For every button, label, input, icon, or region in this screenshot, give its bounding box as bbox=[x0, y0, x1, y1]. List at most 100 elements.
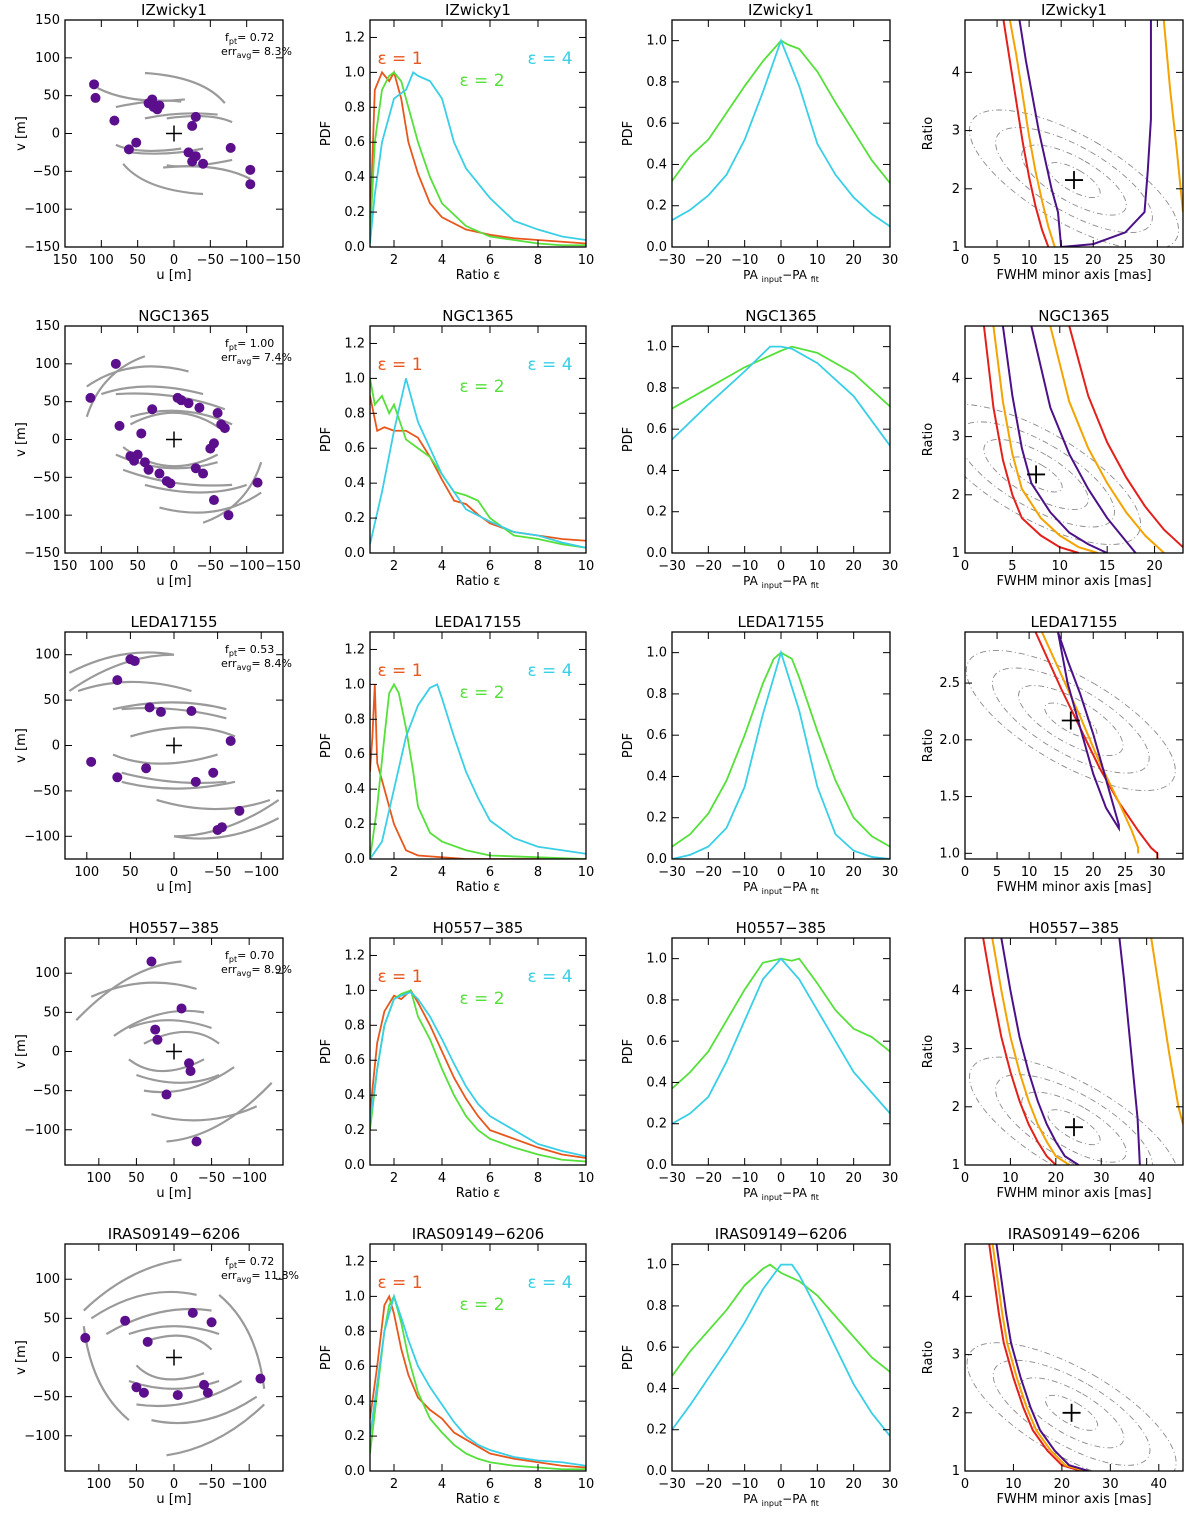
uv-point bbox=[198, 468, 209, 479]
panel-title: H0557−385 bbox=[129, 919, 220, 937]
contour-line bbox=[988, 1244, 1082, 1471]
plot-frame bbox=[964, 325, 1184, 554]
uv-point bbox=[131, 137, 142, 148]
panel-1: IZwicky1 ε = 1 ε = 2 ε = 4 2 4 6 8 10 0.0 0.2 0.4 0.… bbox=[319, 1, 594, 283]
uv-point bbox=[146, 956, 157, 967]
x-tick-label: 5 bbox=[1008, 559, 1016, 574]
uv-point bbox=[112, 675, 123, 686]
x-tick-label: 8 bbox=[534, 559, 542, 574]
uv-track-mirror bbox=[166, 1082, 273, 1143]
y-tick-label: 0 bbox=[52, 127, 60, 142]
plot-frame bbox=[964, 19, 1184, 248]
fpt-annotation: fpt= 0.70 bbox=[225, 949, 274, 964]
y-tick-label: 150 bbox=[35, 13, 60, 28]
x-tick-label: −10 bbox=[731, 1171, 758, 1186]
x-axis-label: Ratio ε bbox=[456, 1492, 501, 1507]
x-tick-label: 0 bbox=[170, 559, 178, 574]
uv-track-mirror bbox=[112, 753, 218, 765]
panel-title: IZwicky1 bbox=[445, 1, 511, 19]
plot-frame bbox=[369, 19, 587, 248]
y-tick-label: 4 bbox=[952, 371, 960, 386]
uv-point bbox=[144, 702, 155, 713]
y-tick-label: −50 bbox=[33, 470, 60, 485]
y-tick-label: −100 bbox=[24, 829, 60, 844]
contour-line bbox=[1000, 938, 1080, 1165]
grey-contour bbox=[1044, 1394, 1099, 1431]
legend-eps4: ε = 4 bbox=[527, 1273, 572, 1293]
x-tick-label: 6 bbox=[486, 1171, 494, 1186]
y-tick-label: 4 bbox=[952, 1289, 960, 1304]
x-axis-label: Ratio ε bbox=[456, 574, 501, 589]
y-axis-label: Ratio bbox=[921, 729, 936, 762]
series-line bbox=[370, 70, 586, 244]
uv-point bbox=[120, 1315, 131, 1326]
x-tick-label: −10 bbox=[731, 865, 758, 880]
x-axis-label: Ratio ε bbox=[456, 1186, 501, 1201]
x-tick-label: 0 bbox=[777, 253, 785, 268]
uv-track-mirror bbox=[136, 1380, 243, 1408]
grey-contour bbox=[1021, 144, 1127, 216]
y-tick-label: 1.2 bbox=[344, 30, 365, 45]
series-line bbox=[672, 651, 890, 848]
y-tick-label: 0.2 bbox=[646, 811, 667, 826]
fpt-annotation: fpt= 0.72 bbox=[225, 31, 274, 46]
y-tick-label: 0.0 bbox=[646, 1464, 667, 1479]
x-tick-label: 4 bbox=[438, 1477, 446, 1492]
uv-track-mirror bbox=[128, 1019, 212, 1030]
uv-point bbox=[190, 776, 201, 787]
contour-line bbox=[992, 326, 1098, 553]
contour-line bbox=[1001, 326, 1108, 553]
x-tick-label: 6 bbox=[486, 1477, 494, 1492]
uv-point bbox=[198, 158, 209, 169]
x-tick-label: −150 bbox=[265, 559, 301, 574]
legend-eps2: ε = 2 bbox=[459, 1295, 504, 1315]
x-tick-label: 100 bbox=[74, 865, 99, 880]
y-tick-label: 1.0 bbox=[646, 340, 667, 355]
y-tick-label: 0.8 bbox=[344, 1018, 365, 1033]
y-axis-label: Ratio bbox=[921, 1035, 936, 1068]
legend-eps2: ε = 2 bbox=[459, 683, 504, 703]
x-tick-label: 0 bbox=[777, 559, 785, 574]
y-tick-label: 0.6 bbox=[646, 422, 667, 437]
uv-track bbox=[159, 491, 262, 514]
uv-track bbox=[136, 1073, 220, 1084]
plot-frame bbox=[369, 937, 587, 1166]
x-tick-label: −20 bbox=[695, 253, 722, 268]
legend-eps1: ε = 1 bbox=[377, 661, 422, 681]
y-tick-label: 2 bbox=[952, 1100, 960, 1115]
contour-line bbox=[1041, 632, 1140, 854]
y-tick-label: −50 bbox=[33, 1084, 60, 1099]
y-tick-label: 0.2 bbox=[646, 1117, 667, 1132]
x-tick-label: 5 bbox=[993, 253, 1001, 268]
x-tick-label: 15 bbox=[1053, 253, 1070, 268]
legend-eps4: ε = 4 bbox=[527, 967, 572, 987]
y-tick-label: 0 bbox=[52, 1045, 60, 1060]
y-tick-label: 1.0 bbox=[344, 1289, 365, 1304]
plot-area bbox=[370, 378, 586, 549]
contour-line bbox=[1162, 20, 1183, 213]
panel-11: LEDA17155 0 5 10 15 20 25 30 1.0 1.5 2.0 2.5 FWHM mi… bbox=[921, 613, 1184, 895]
uv-point bbox=[147, 94, 158, 105]
x-tick-label: 10 bbox=[578, 865, 595, 880]
plot-area bbox=[370, 1293, 586, 1471]
y-axis-label: v [m] bbox=[14, 728, 29, 763]
uv-track bbox=[173, 817, 280, 840]
x-tick-label: 20 bbox=[845, 865, 862, 880]
x-tick-label: 30 bbox=[1093, 1171, 1110, 1186]
x-tick-label: 5 bbox=[993, 865, 1001, 880]
x-tick-label: 50 bbox=[129, 253, 146, 268]
plot-area bbox=[85, 355, 263, 524]
x-tick-label: 8 bbox=[534, 865, 542, 880]
contour-line bbox=[1150, 938, 1183, 1125]
y-tick-label: 0.0 bbox=[344, 240, 365, 255]
y-tick-label: 0.8 bbox=[646, 1299, 667, 1314]
err-annotation: erravg= 7.4% bbox=[221, 351, 292, 366]
plot-frame bbox=[671, 937, 891, 1166]
y-tick-label: 0.6 bbox=[344, 1359, 365, 1374]
uv-point bbox=[225, 735, 236, 746]
uv-track bbox=[156, 798, 271, 811]
panel-title: NGC1365 bbox=[745, 307, 817, 325]
x-tick-label: 2 bbox=[390, 865, 398, 880]
uv-track bbox=[112, 701, 227, 711]
y-tick-label: 1.2 bbox=[344, 336, 365, 351]
